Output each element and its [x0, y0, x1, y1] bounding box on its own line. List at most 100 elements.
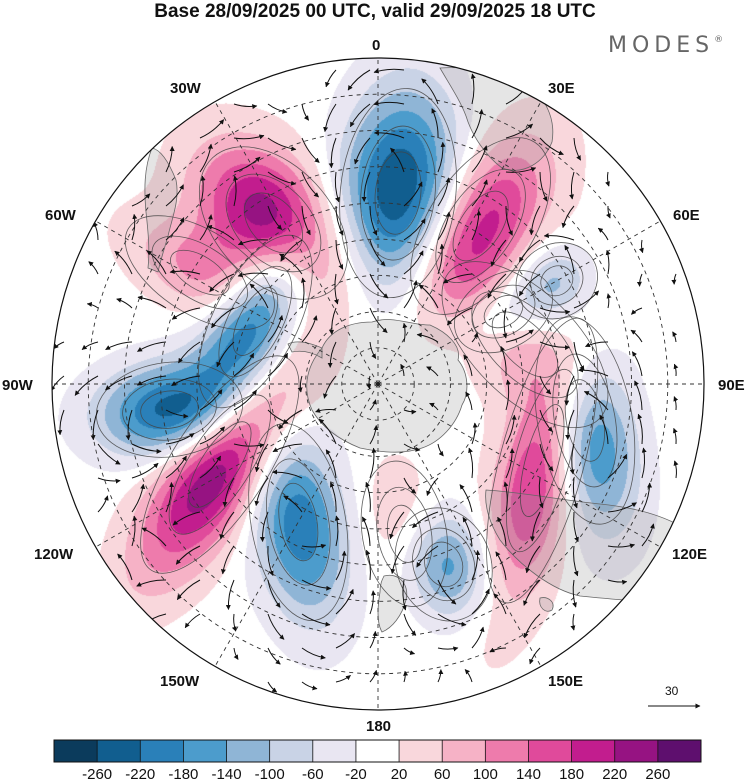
wind-vector-arrow — [390, 147, 405, 173]
wind-vector-arrow — [334, 515, 340, 547]
wind-vector-arrow — [462, 516, 473, 547]
wind-vector-arrow — [361, 516, 371, 547]
latitude-circle — [268, 274, 488, 494]
contour-line — [506, 368, 579, 553]
wind-vector-arrow — [606, 205, 611, 219]
wind-vector-arrow — [335, 633, 355, 649]
wind-vector-arrow — [605, 249, 611, 275]
colorbar-tick-label: -260 — [82, 766, 113, 783]
wind-vector-arrow — [437, 211, 451, 241]
wind-vector-arrow — [233, 647, 239, 660]
wind-vector-arrow — [233, 175, 239, 207]
wind-vector-arrow — [389, 511, 405, 540]
wind-vector-arrow — [525, 545, 541, 574]
colorbar-swatch — [226, 740, 270, 762]
wind-vector-arrow — [539, 137, 564, 156]
wind-vector-arrow — [538, 477, 544, 509]
wind-vector-arrow — [565, 409, 575, 440]
wind-vector-arrow — [233, 156, 261, 173]
wind-vector-arrow — [57, 409, 65, 436]
wind-vector-arrow — [578, 367, 609, 377]
wind-vector-arrow — [471, 210, 482, 241]
wind-vector-arrow — [403, 218, 426, 241]
wind-vector-arrow — [570, 613, 576, 631]
wind-vector-arrow — [301, 103, 310, 121]
wind-vector-arrow — [283, 495, 303, 513]
wind-vector-arrow — [403, 280, 418, 309]
wind-vector-arrow — [369, 307, 388, 333]
wind-vector-arrow — [131, 193, 151, 207]
wind-vector-arrow — [400, 363, 406, 377]
wind-vector-arrow — [564, 375, 575, 406]
wind-vector-arrow — [426, 366, 439, 377]
wind-vector-arrow — [267, 352, 288, 377]
wind-vector-arrow — [335, 205, 344, 236]
wind-vector-arrow — [220, 545, 235, 575]
wind-vector-arrow — [327, 341, 337, 368]
wind-vector-arrow — [373, 130, 405, 139]
wind-vector-arrow — [412, 511, 439, 529]
colorbar-swatch — [485, 740, 529, 762]
colorbar-swatch — [312, 740, 357, 762]
lon-label-60e: 60E — [673, 207, 700, 224]
chart-title: Base 28/09/2025 00 UTC, valid 29/09/2025… — [154, 1, 596, 22]
wind-vector-arrow — [231, 613, 237, 632]
wind-vector-arrow — [272, 469, 303, 479]
wind-vector-arrow — [322, 375, 337, 399]
wind-vector-arrow — [131, 213, 138, 241]
contour-line — [151, 235, 249, 310]
meridian-line — [95, 220, 379, 385]
wind-vector-arrow — [369, 630, 378, 649]
wind-vector-arrow — [335, 675, 351, 683]
wind-vector-arrow — [564, 244, 575, 275]
wind-vector-arrow — [146, 250, 167, 275]
wind-vector-arrow — [219, 511, 235, 540]
wind-vector-arrow — [437, 646, 459, 652]
wind-vector-arrow — [267, 545, 274, 577]
wind-vector-arrow — [437, 579, 457, 605]
wind-vector-arrow — [583, 391, 609, 411]
wind-vector-arrow — [518, 273, 541, 297]
wind-vector-arrow — [97, 477, 121, 484]
wind-vector-arrow — [573, 511, 579, 543]
wind-vector-arrow — [672, 331, 678, 343]
coastlines — [144, 67, 691, 633]
wind-vector-arrow — [607, 453, 628, 479]
wind-vector-arrow — [369, 669, 378, 683]
wind-vector-arrow — [373, 68, 405, 74]
wind-vector-arrow — [137, 295, 167, 309]
wind-vector-arrow — [487, 273, 507, 299]
wind-vector-arrow — [165, 146, 175, 173]
colorbar-tick-label: -220 — [125, 766, 156, 783]
contour-line — [471, 291, 579, 399]
wind-vector-arrow — [403, 670, 409, 683]
wind-vector-arrow — [505, 123, 533, 139]
wind-vector-arrow — [216, 341, 235, 368]
wind-vector-arrow — [607, 543, 635, 549]
lon-label-90e: 90E — [718, 377, 745, 394]
colorbar-swatch — [269, 740, 314, 762]
contour-line — [360, 460, 449, 607]
wind-vector-arrow — [365, 481, 371, 513]
wind-vector-arrow — [471, 145, 488, 173]
wind-vector-arrow — [505, 448, 515, 479]
wind-vector-arrow — [199, 455, 222, 479]
wind-vector-arrow — [165, 184, 184, 207]
wind-vector-arrow — [505, 329, 534, 343]
wind-vector-arrow — [607, 579, 628, 585]
wind-vector-arrow — [402, 322, 408, 343]
wind-vector-arrow — [206, 224, 235, 241]
contour-line — [198, 234, 313, 409]
wind-vector-arrow — [297, 375, 303, 393]
wind-vector-arrow — [105, 375, 133, 391]
wind-vector-arrow — [225, 579, 235, 610]
wind-vector-arrow — [369, 239, 386, 267]
wind-vector-arrow — [233, 134, 265, 140]
wind-vector-arrow — [353, 137, 371, 165]
wind-vector-arrow — [471, 588, 490, 615]
wind-vector-arrow — [301, 277, 306, 309]
colorbar-tick-label: -140 — [211, 766, 242, 783]
wind-vector-arrow — [569, 171, 575, 200]
wind-vector-arrow — [301, 613, 331, 627]
wind-vector-arrow — [131, 462, 159, 479]
